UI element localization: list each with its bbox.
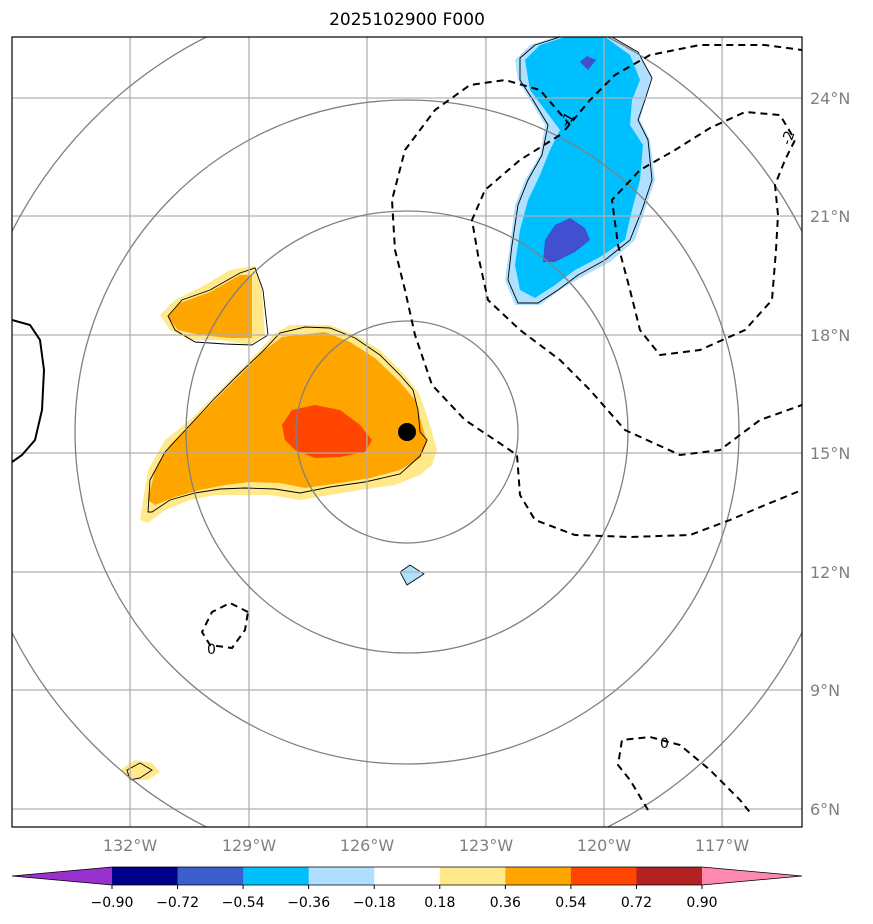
colorbar-tick-label: −0.72 (156, 895, 199, 911)
lat-label-6n: 6°N (810, 800, 840, 819)
lat-label-15n: 15°N (810, 444, 850, 463)
colorbar-extend-low (12, 867, 112, 885)
contour-minus1 (390, 78, 802, 539)
contour-zero-lower (616, 735, 753, 816)
lon-label-120w: 120°W (577, 836, 632, 855)
upper-orange-fill (168, 275, 252, 338)
deep-sky-blue-fill (515, 37, 643, 298)
lon-label-129w: 129°W (222, 836, 277, 855)
colorbar-segment (177, 867, 244, 885)
colorbar-tick-label: −0.18 (353, 895, 396, 911)
contour-label-zero-lower: 0 (660, 736, 669, 752)
colorbar: −0.90 −0.72 −0.54 −0.36 −0.18 0.18 0.36 0.54 0.7… (11, 866, 803, 911)
colorbar-tick-label: 0.54 (555, 895, 586, 911)
lat-label-9n: 9°N (810, 681, 840, 700)
map-frame (11, 36, 803, 828)
positive-anomaly-region (120, 266, 437, 781)
dashed-contours (200, 44, 802, 816)
small-blue-blob (399, 564, 425, 586)
contour-label-zero-small: 0 (207, 642, 216, 658)
upper-positive-contour (167, 267, 269, 346)
longitude-labels: 132°W 129°W 126°W 123°W 120°W 117°W (103, 836, 750, 855)
colorbar-segment (439, 867, 506, 885)
colorbar-tick-label: 0.36 (490, 895, 521, 911)
contour-minus1-inner (470, 134, 802, 457)
lon-label-123w: 123°W (459, 836, 514, 855)
colorbar-segment (112, 867, 179, 885)
colorbar-segment (243, 867, 310, 885)
colorbar-tick-label: 0.72 (621, 895, 652, 911)
lat-label-21n: 21°N (810, 207, 850, 226)
lat-label-24n: 24°N (810, 89, 850, 108)
lon-label-132w: 132°W (103, 836, 158, 855)
colorbar-segment (505, 867, 572, 885)
colorbar-tick-label: −0.36 (287, 895, 330, 911)
royal-blue-core-upper (580, 56, 596, 70)
colorbar-tick-label: 0.18 (424, 895, 455, 911)
lon-label-126w: 126°W (340, 836, 395, 855)
colorbar-segment (636, 867, 703, 885)
lat-label-18n: 18°N (810, 326, 850, 345)
contour-label-minus2: -2 (779, 129, 799, 148)
colorbar-tick-label: 0.90 (686, 895, 717, 911)
contour-minus2 (610, 110, 796, 357)
colorbar-tick-label: −0.90 (91, 895, 134, 911)
lon-label-117w: 117°W (695, 836, 750, 855)
colorbar-extend-high (702, 867, 802, 885)
storm-center-dot (398, 423, 416, 441)
map-area: -1 -2 0 0 (12, 37, 802, 827)
colorbar-segment (374, 867, 441, 885)
plot-title: 2025102900 F000 (329, 10, 485, 30)
red-orange-core (282, 405, 372, 458)
positive-contour (147, 326, 428, 513)
solid-contour-left (12, 319, 46, 463)
contour-minus1-upper (564, 44, 802, 131)
graticule (12, 37, 802, 827)
royal-blue-core-lower (543, 218, 590, 262)
colorbar-tick-label: −0.54 (222, 895, 265, 911)
colorbar-segment (308, 867, 375, 885)
latitude-labels: 24°N 21°N 18°N 15°N 12°N 9°N 6°N (810, 89, 850, 819)
contour-label-minus1: -1 (558, 110, 579, 130)
lat-label-12n: 12°N (810, 563, 850, 582)
colorbar-segment (570, 867, 637, 885)
negative-contour (507, 37, 653, 304)
